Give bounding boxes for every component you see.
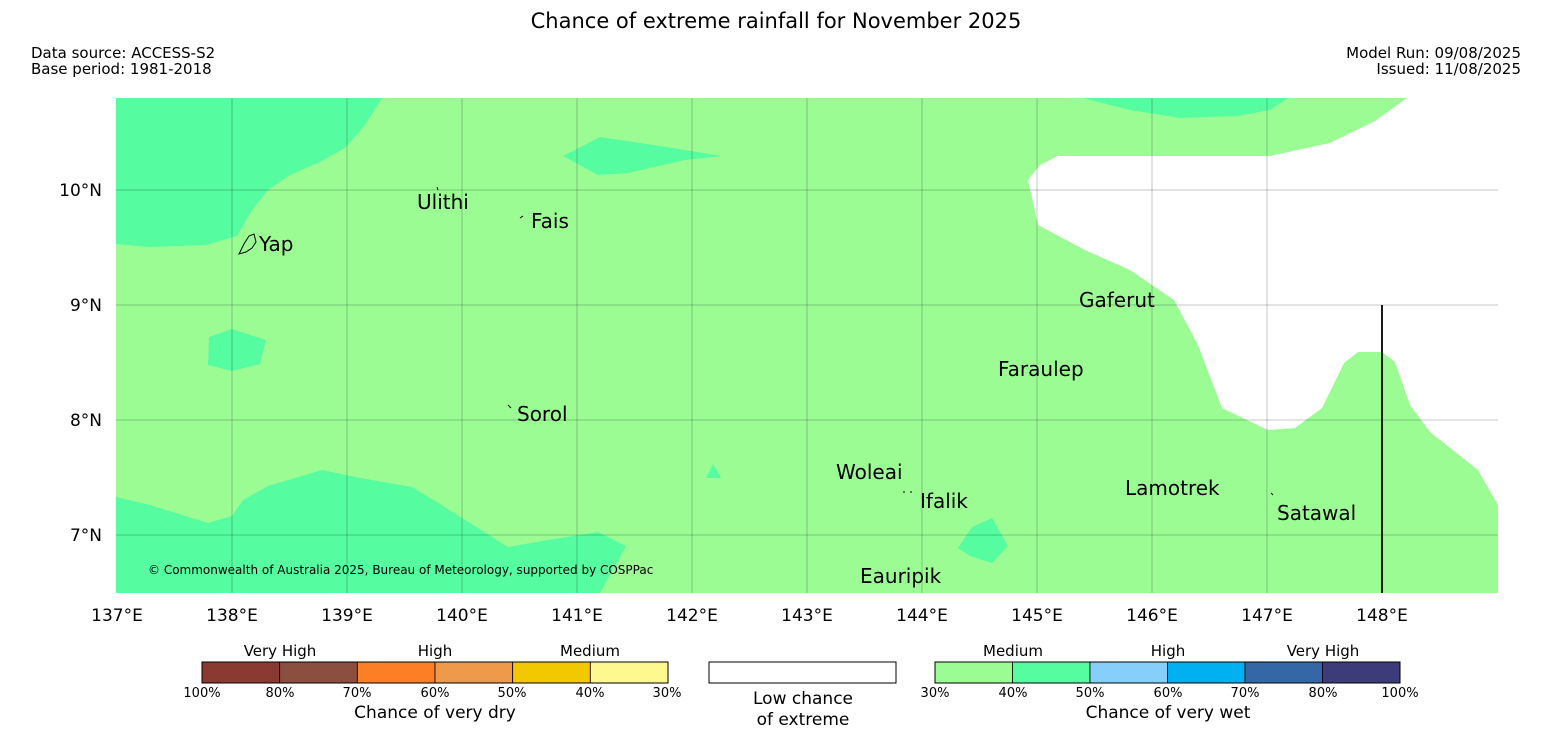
legend-dry-group-medium: Medium: [560, 642, 620, 660]
region-high-small: [706, 464, 721, 478]
legend-wet-swatches: [934, 661, 1401, 684]
legend-wet-tick: 60%: [1154, 686, 1183, 701]
region-high-northeast: [1083, 98, 1288, 118]
place-label-fais: Fais: [531, 209, 569, 233]
legend-wet-group-medium: Medium: [983, 642, 1043, 660]
legend-dry-swatch-2: [356, 661, 436, 684]
place-label-sorol: Sorol: [517, 402, 568, 426]
legend-dry: Very High High Medium 100% 80% 70% 60% 5…: [183, 642, 681, 723]
lat-label-9n: 9°N: [70, 296, 102, 316]
lon-label-139e: 139°E: [321, 606, 373, 626]
legend-dry-group-very-high: Very High: [244, 642, 317, 660]
place-label-yap: Yap: [258, 232, 293, 256]
legend-dry-tick: 50%: [498, 686, 527, 701]
legend-low-line2: of extreme: [757, 710, 850, 730]
legend-wet-tick: 30%: [921, 686, 950, 701]
lon-label-140e: 140°E: [436, 606, 488, 626]
map-area: © Commonwealth of Australia 2025, Bureau…: [116, 98, 1498, 593]
place-label-ifalik: Ifalik: [920, 489, 968, 513]
place-labels: Ulithi Fais Yap Gaferut Faraulep Sorol W…: [258, 190, 1356, 588]
graticule: [116, 98, 1498, 593]
legend-wet-swatch-3: [1167, 661, 1246, 684]
base-period: Base period: 1981-2018: [31, 60, 212, 78]
latitude-labels: 10°N 9°N 8°N 7°N: [59, 181, 102, 546]
data-source: Data source: ACCESS-S2: [31, 44, 216, 62]
legend-wet: Medium High Very High 30% 40% 50% 60% 70…: [921, 642, 1419, 723]
legend-dry-tick: 70%: [343, 686, 372, 701]
legend-low-chance: Low chance of extreme: [708, 661, 897, 730]
ulithi-atoll-mark: [436, 186, 439, 191]
legend-dry-frame: [201, 661, 669, 684]
lat-label-10n: 10°N: [59, 181, 102, 201]
legend-wet-tick: 80%: [1309, 686, 1338, 701]
legend-low-line1: Low chance: [753, 689, 853, 709]
legend-dry-swatch-0: [201, 661, 281, 684]
lon-label-141e: 141°E: [551, 606, 603, 626]
place-label-gaferut: Gaferut: [1079, 288, 1155, 312]
lon-label-148e: 148°E: [1356, 606, 1408, 626]
legend-wet-swatch-4: [1244, 661, 1323, 684]
yap-island-outline: [238, 233, 257, 255]
legend-dry-swatch-1: [279, 661, 358, 684]
chart-title: Chance of extreme rainfall for November …: [530, 9, 1022, 33]
legend-wet-tick: 50%: [1076, 686, 1105, 701]
legend-wet-title: Chance of very wet: [1086, 703, 1251, 723]
lon-label-137e: 137°E: [91, 606, 143, 626]
legend-dry-swatch-4: [512, 661, 591, 684]
place-label-ulithi: Ulithi: [417, 190, 469, 214]
legend-dry-tick: 30%: [653, 686, 682, 701]
legend-wet-frame: [934, 661, 1401, 684]
legend-wet-swatch-2: [1089, 661, 1168, 684]
legend-dry-title: Chance of very dry: [354, 703, 516, 723]
place-label-satawal: Satawal: [1277, 501, 1356, 525]
region-high-northwest: [116, 98, 382, 247]
place-label-woleai: Woleai: [836, 460, 903, 484]
legend-wet-group-high: High: [1151, 642, 1185, 660]
region-high-north-blob: [563, 137, 722, 175]
sorol-atoll-mark: [507, 404, 512, 409]
issued-date: Issued: 11/08/2025: [1376, 60, 1521, 78]
legend-low-swatch: [708, 661, 897, 684]
legend-dry-tick: 60%: [421, 686, 450, 701]
copyright-notice: © Commonwealth of Australia 2025, Bureau…: [148, 563, 653, 577]
region-high-west-blob: [208, 329, 266, 371]
legend-wet-tick: 70%: [1231, 686, 1260, 701]
place-label-lamotrek: Lamotrek: [1125, 476, 1220, 500]
lon-label-138e: 138°E: [206, 606, 258, 626]
lat-label-7n: 7°N: [70, 526, 102, 546]
meta-right: Model Run: 09/08/2025 Issued: 11/08/2025: [1346, 45, 1521, 77]
legend-wet-tick: 40%: [999, 686, 1028, 701]
fais-island-mark: [519, 215, 524, 219]
legend-wet-tick: 100%: [1381, 686, 1418, 701]
lon-label-145e: 145°E: [1011, 606, 1063, 626]
legend-wet-swatch-5: [1322, 661, 1401, 684]
legend-dry-swatch-3: [434, 661, 514, 684]
model-run: Model Run: 09/08/2025: [1346, 44, 1521, 62]
lon-label-147e: 147°E: [1241, 606, 1293, 626]
island-outlines: [238, 186, 1274, 496]
longitude-labels: 137°E 138°E 139°E 140°E 141°E 142°E 143°…: [91, 606, 1408, 626]
legend-wet-swatch-0: [934, 661, 1013, 684]
lon-label-142e: 142°E: [666, 606, 718, 626]
region-high-south: [116, 470, 626, 593]
legend-dry-group-high: High: [418, 642, 452, 660]
legend-dry-swatch-5: [589, 661, 669, 684]
lon-label-143e: 143°E: [781, 606, 833, 626]
place-label-eauripik: Eauripik: [860, 564, 942, 588]
legend-dry-swatches: [201, 661, 669, 684]
lon-label-146e: 146°E: [1126, 606, 1178, 626]
legend-dry-tick: 80%: [266, 686, 295, 701]
legend-dry-tick: 40%: [576, 686, 605, 701]
satawal-island-mark: [1270, 492, 1274, 496]
place-label-faraulep: Faraulep: [998, 357, 1084, 381]
legend-wet-group-very-high: Very High: [1287, 642, 1360, 660]
lat-label-8n: 8°N: [70, 411, 102, 431]
meta-left: Data source: ACCESS-S2 Base period: 1981…: [31, 45, 215, 77]
legend-wet-swatch-1: [1012, 661, 1091, 684]
region-high-southeast-blob: [958, 518, 1008, 563]
legend-dry-tick: 100%: [183, 686, 220, 701]
lon-label-144e: 144°E: [896, 606, 948, 626]
region-low-chance: [1028, 98, 1498, 505]
